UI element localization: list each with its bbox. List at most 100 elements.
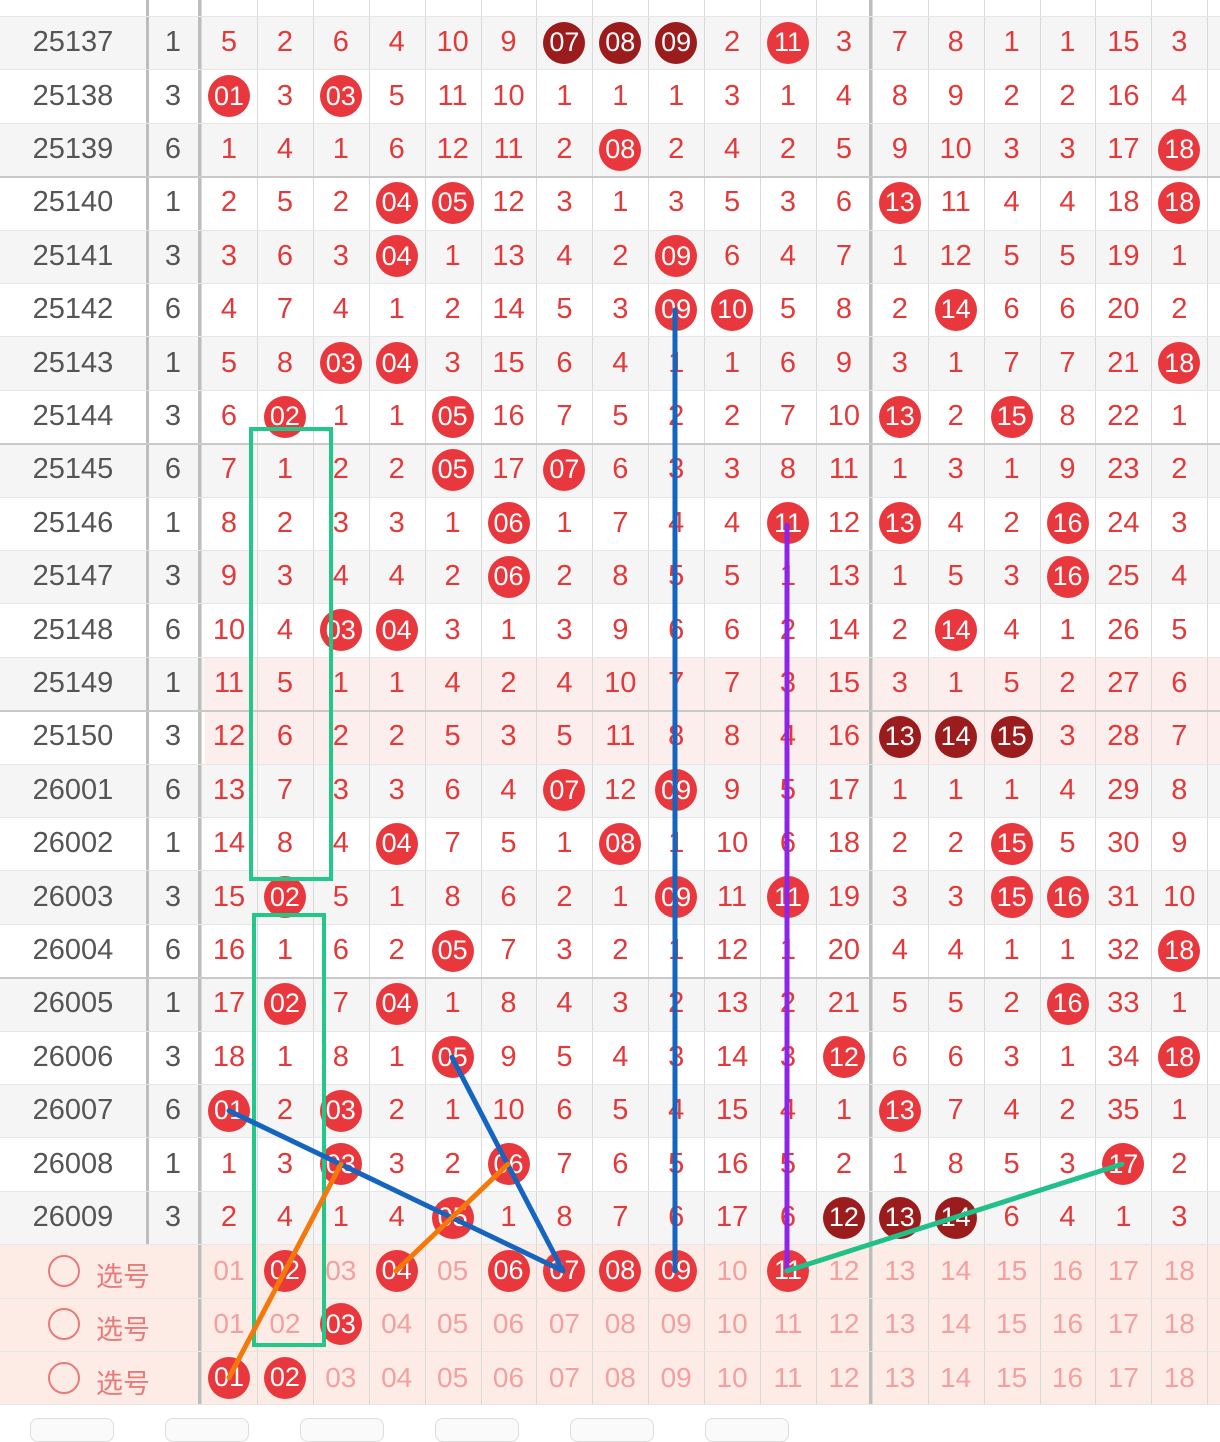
selectable-number[interactable]: 14 [940, 1361, 972, 1393]
selectable-number[interactable]: 03 [325, 1361, 357, 1393]
omission-value: 6 [891, 1040, 908, 1073]
selectable-number[interactable]: 04 [381, 1308, 413, 1340]
omission-value: 1 [388, 880, 405, 913]
omission-value: 4 [724, 506, 741, 539]
omission-value: 1 [724, 346, 741, 379]
selectable-number[interactable]: 16 [1051, 1254, 1084, 1286]
selected-number-ball[interactable]: 06 [487, 1249, 530, 1292]
omission-value: 6 [556, 1094, 573, 1127]
issue-number: 26004 [32, 934, 114, 966]
omission-value: 8 [891, 79, 908, 112]
omission-value: 1 [500, 613, 517, 646]
omission-value: 3 [276, 79, 293, 112]
omission-value: 4 [1059, 773, 1076, 806]
highlight-row [205, 656, 1220, 711]
selectable-number[interactable]: 10 [716, 1254, 748, 1286]
number-ball: 16 [1046, 555, 1089, 598]
selected-number-ball[interactable]: 01 [208, 1356, 250, 1399]
selectable-number[interactable]: 17 [1107, 1361, 1139, 1393]
selectable-number[interactable]: 05 [437, 1308, 469, 1340]
selected-number-ball[interactable]: 07 [543, 1249, 586, 1292]
selectable-number[interactable]: 17 [1107, 1308, 1139, 1340]
selectable-number[interactable]: 07 [548, 1361, 580, 1393]
selectable-number[interactable]: 05 [437, 1254, 469, 1286]
select-radio[interactable] [48, 1254, 80, 1287]
omission-value: 1 [612, 186, 629, 219]
selectable-number[interactable]: 06 [492, 1361, 525, 1393]
selectable-number[interactable]: 17 [1107, 1254, 1139, 1286]
select-radio[interactable] [48, 1361, 80, 1394]
omission-value: 5 [556, 720, 573, 753]
selected-number-ball[interactable]: 09 [655, 1249, 698, 1292]
omission-value: 4 [500, 773, 517, 806]
issue-number: 25145 [32, 453, 114, 486]
omission-value: 1 [444, 506, 461, 539]
selectable-number[interactable]: 16 [1051, 1308, 1084, 1340]
bottom-tab-1[interactable] [30, 1418, 114, 1442]
selectable-number[interactable]: 08 [604, 1308, 636, 1340]
omission-value: 13 [715, 987, 749, 1020]
select-label[interactable]: 选号 [96, 1368, 150, 1399]
grid-row-line [0, 69, 1220, 71]
grid-row-line [0, 1244, 1220, 1246]
selectable-number[interactable]: 18 [1163, 1361, 1195, 1393]
bottom-tab-3[interactable] [300, 1418, 384, 1442]
omission-value: 1 [947, 346, 964, 379]
selectable-number[interactable]: 01 [213, 1254, 245, 1286]
selectable-number[interactable]: 10 [716, 1308, 748, 1340]
selectable-number[interactable]: 18 [1163, 1308, 1195, 1340]
grid-row-line [0, 496, 1220, 498]
selected-number-ball[interactable]: 08 [599, 1249, 642, 1292]
number-ball: 03 [319, 609, 362, 652]
selectable-number[interactable]: 09 [660, 1308, 692, 1340]
select-label[interactable]: 选号 [96, 1261, 150, 1292]
selectable-number[interactable]: 13 [884, 1308, 916, 1340]
selectable-number[interactable]: 12 [828, 1308, 860, 1340]
selectable-number[interactable]: 14 [940, 1254, 972, 1286]
omission-value: 16 [827, 720, 861, 753]
omission-value: 3 [1003, 133, 1020, 165]
selected-number-ball[interactable]: 04 [375, 1249, 418, 1292]
select-label[interactable]: 选号 [96, 1315, 150, 1346]
selectable-number[interactable]: 15 [996, 1254, 1028, 1286]
selectable-number[interactable]: 08 [604, 1361, 636, 1393]
select-radio[interactable] [48, 1308, 80, 1341]
omission-value: 8 [556, 1201, 573, 1233]
selectable-number[interactable]: 15 [996, 1308, 1028, 1340]
selectable-number[interactable]: 12 [828, 1254, 860, 1286]
selectable-number[interactable]: 18 [1163, 1254, 1195, 1286]
selectable-number[interactable]: 16 [1051, 1361, 1084, 1393]
number-ball: 02 [263, 395, 306, 438]
omission-value: 3 [388, 773, 405, 806]
selectable-number[interactable]: 07 [548, 1308, 580, 1340]
selectable-number[interactable]: 02 [269, 1308, 301, 1340]
selectable-number[interactable]: 01 [213, 1308, 245, 1340]
selectable-number[interactable]: 03 [325, 1254, 357, 1286]
selectable-number[interactable]: 09 [660, 1361, 692, 1393]
selected-number-ball[interactable]: 02 [263, 1356, 306, 1399]
selected-number-ball[interactable]: 11 [767, 1249, 809, 1292]
selected-number-ball[interactable]: 02 [263, 1249, 306, 1292]
selectable-number[interactable]: 14 [940, 1308, 972, 1340]
selectable-number[interactable]: 04 [381, 1361, 413, 1393]
omission-value: 1 [444, 1094, 461, 1127]
selectable-number[interactable]: 11 [773, 1308, 803, 1340]
bottom-tab-5[interactable] [570, 1418, 654, 1442]
omission-value: 1 [612, 79, 629, 112]
selectable-number[interactable]: 05 [437, 1361, 469, 1393]
selectable-number[interactable]: 06 [492, 1308, 525, 1340]
omission-value: 3 [332, 239, 349, 272]
omission-value: 3 [276, 560, 293, 593]
selectable-number[interactable]: 10 [716, 1361, 748, 1393]
selectable-number[interactable]: 11 [773, 1361, 803, 1393]
bottom-tab-6[interactable] [705, 1418, 789, 1442]
selectable-number[interactable]: 12 [828, 1361, 860, 1393]
bottom-tab-2[interactable] [165, 1418, 249, 1442]
omission-value: 3 [1059, 1147, 1076, 1180]
number-ball: 13 [878, 1089, 921, 1132]
selectable-number[interactable]: 13 [884, 1254, 916, 1286]
selectable-number[interactable]: 15 [996, 1361, 1028, 1393]
selected-number-ball[interactable]: 03 [319, 1303, 362, 1346]
bottom-tab-4[interactable] [435, 1418, 519, 1442]
selectable-number[interactable]: 13 [884, 1361, 916, 1393]
